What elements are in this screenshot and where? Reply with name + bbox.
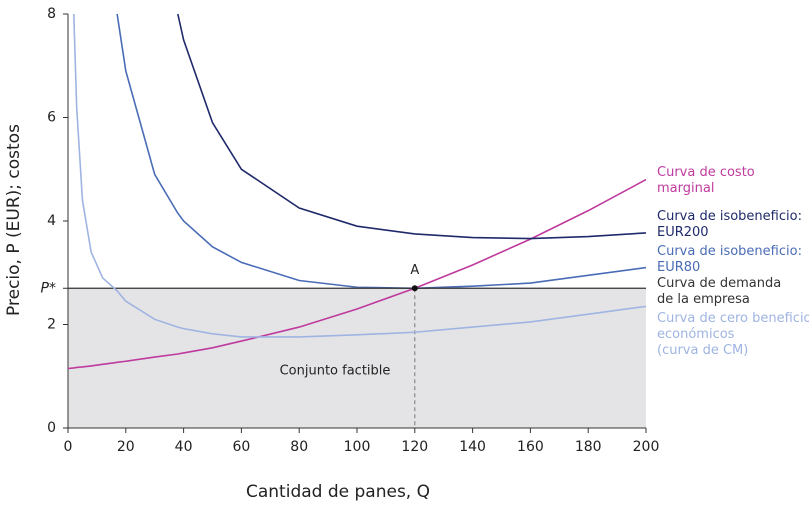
x-tick-label: 40 — [175, 439, 193, 455]
feasible-set — [68, 288, 646, 428]
feasible-label: Conjunto factible — [280, 364, 391, 379]
curve — [116, 13, 647, 290]
y-axis-label: Precio, P (EUR); costos — [4, 124, 24, 316]
x-tick-label: 100 — [344, 439, 371, 455]
x-tick-label: 120 — [401, 439, 428, 455]
legend-label: Curva de cero beneficios económicos (curva… — [657, 311, 809, 358]
x-tick-label: 200 — [633, 439, 660, 455]
x-tick-label: 20 — [117, 439, 135, 455]
legend-label: Curva de demanda de la empresa — [657, 276, 781, 307]
x-tick-label: 80 — [290, 439, 308, 455]
y-tick-label: 0 — [47, 420, 56, 436]
legend-label: Curva de isobeneficio: EUR200 — [657, 209, 802, 240]
y-tick-label: P* — [41, 280, 56, 296]
y-tick-label: 8 — [47, 6, 56, 22]
legend-label: Curva de costo marginal — [657, 165, 755, 196]
x-tick-label: 180 — [575, 439, 602, 455]
legend-label: Curva de isobeneficio: EUR80 — [657, 244, 802, 275]
curve — [177, 13, 647, 240]
y-tick-label: 6 — [47, 110, 56, 126]
y-tick-label: 4 — [47, 213, 56, 229]
point-a — [411, 285, 418, 292]
point-a-label: A — [410, 263, 419, 278]
x-tick-label: 140 — [459, 439, 486, 455]
x-tick-label: 0 — [64, 439, 73, 455]
x-tick-label: 60 — [232, 439, 250, 455]
x-axis-label: Cantidad de panes, Q — [246, 482, 430, 502]
x-tick-label: 160 — [517, 439, 544, 455]
curve — [72, 13, 647, 338]
y-tick-label: 2 — [47, 317, 56, 333]
curve — [67, 178, 647, 370]
